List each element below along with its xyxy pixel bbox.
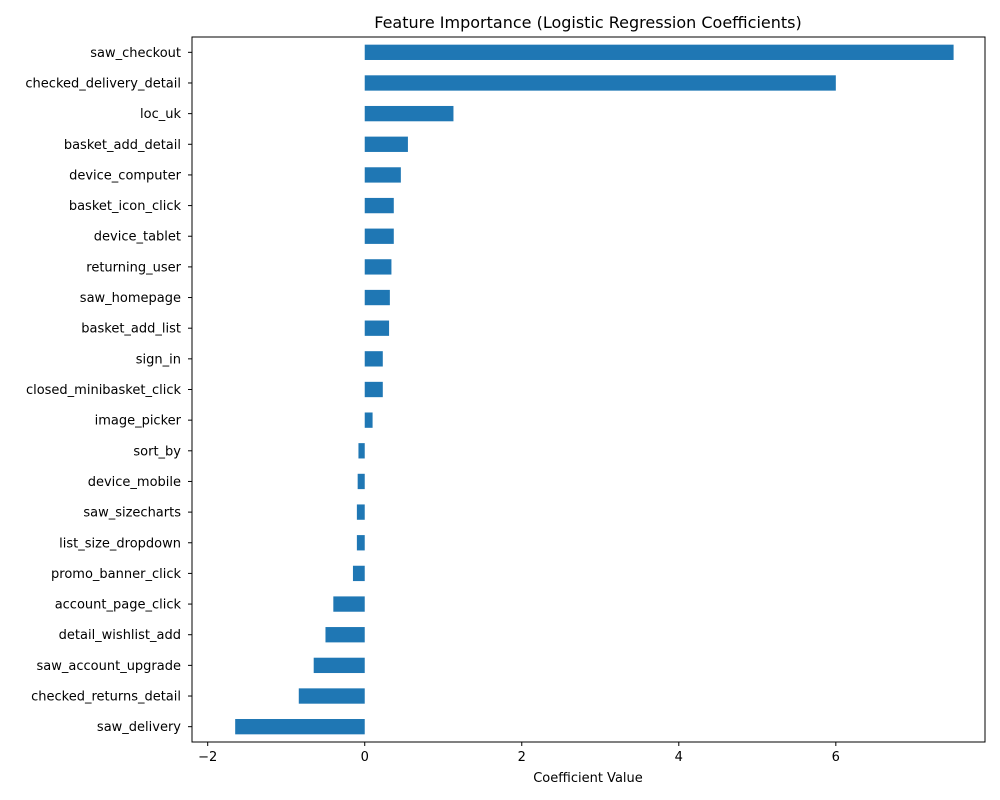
y-tick-label: device_tablet bbox=[94, 230, 181, 245]
bar-basket-add-list bbox=[364, 320, 390, 336]
y-tick-label: basket_icon_click bbox=[69, 199, 182, 214]
chart-title: Feature Importance (Logistic Regression … bbox=[374, 13, 801, 32]
bar-checked-delivery-detail bbox=[364, 75, 836, 91]
bar-list-size-dropdown bbox=[356, 535, 365, 551]
bar-account-page-click bbox=[333, 596, 365, 612]
bars-group bbox=[235, 44, 954, 735]
y-tick-label: saw_homepage bbox=[80, 291, 181, 306]
bar-saw-sizecharts bbox=[356, 504, 365, 520]
y-tick-label: list_size_dropdown bbox=[59, 536, 181, 551]
x-tick-label: 2 bbox=[518, 750, 526, 765]
bar-sort-by bbox=[358, 443, 365, 459]
y-tick-label: promo_banner_click bbox=[51, 567, 181, 582]
x-tick-label: 6 bbox=[832, 750, 840, 765]
x-axis-label: Coefficient Value bbox=[533, 771, 643, 786]
bar-device-computer bbox=[364, 167, 401, 183]
bar-loc-uk bbox=[364, 105, 454, 122]
bar-basket-icon-click bbox=[364, 197, 394, 214]
x-tick-label: 4 bbox=[675, 750, 683, 765]
bar-returning-user bbox=[364, 259, 392, 275]
y-tick-label: checked_delivery_detail bbox=[25, 76, 181, 91]
bar-saw-checkout bbox=[364, 44, 954, 60]
y-tick-label: sort_by bbox=[133, 444, 181, 459]
bar-image-picker bbox=[364, 412, 373, 428]
y-tick-label: loc_uk bbox=[140, 107, 181, 122]
y-tick-label: basket_add_list bbox=[81, 322, 181, 337]
y-tick-label: basket_add_detail bbox=[64, 138, 181, 153]
bar-sign-in bbox=[364, 351, 383, 367]
y-tick-label: sign_in bbox=[136, 352, 181, 367]
y-tick-label: saw_account_upgrade bbox=[37, 659, 181, 674]
y-tick-label: saw_checkout bbox=[90, 46, 181, 61]
bar-detail-wishlist-add bbox=[325, 627, 365, 643]
y-tick-label: returning_user bbox=[86, 260, 181, 275]
x-ticks: −2 0 2 4 6 bbox=[198, 742, 840, 765]
bar-device-mobile bbox=[357, 473, 365, 490]
y-tick-label: saw_delivery bbox=[97, 720, 181, 735]
x-tick-label: −2 bbox=[198, 750, 217, 765]
y-tick-label: detail_wishlist_add bbox=[59, 628, 181, 643]
bar-device-tablet bbox=[364, 228, 394, 244]
bar-saw-homepage bbox=[364, 289, 390, 306]
bar-checked-returns-detail bbox=[298, 688, 365, 704]
y-tick-label: device_computer bbox=[69, 168, 182, 183]
plot-frame bbox=[191, 36, 986, 743]
y-tick-label: closed_minibasket_click bbox=[26, 383, 182, 398]
bar-closed-minibasket-click bbox=[364, 381, 383, 398]
y-tick-label: saw_sizecharts bbox=[83, 506, 181, 521]
y-tick-label: image_picker bbox=[95, 414, 182, 429]
bar-basket-add-detail bbox=[364, 136, 408, 152]
bar-saw-delivery bbox=[235, 719, 365, 735]
bar-promo-banner-click bbox=[352, 565, 365, 582]
x-tick-label: 0 bbox=[361, 750, 369, 765]
y-tick-label: account_page_click bbox=[55, 598, 182, 613]
y-tick-label: checked_returns_detail bbox=[31, 690, 181, 705]
bar-saw-account-upgrade bbox=[313, 657, 365, 674]
y-tick-labels: saw_checkout checked_delivery_detail loc_u… bbox=[25, 46, 192, 735]
y-tick-label: device_mobile bbox=[88, 475, 181, 490]
